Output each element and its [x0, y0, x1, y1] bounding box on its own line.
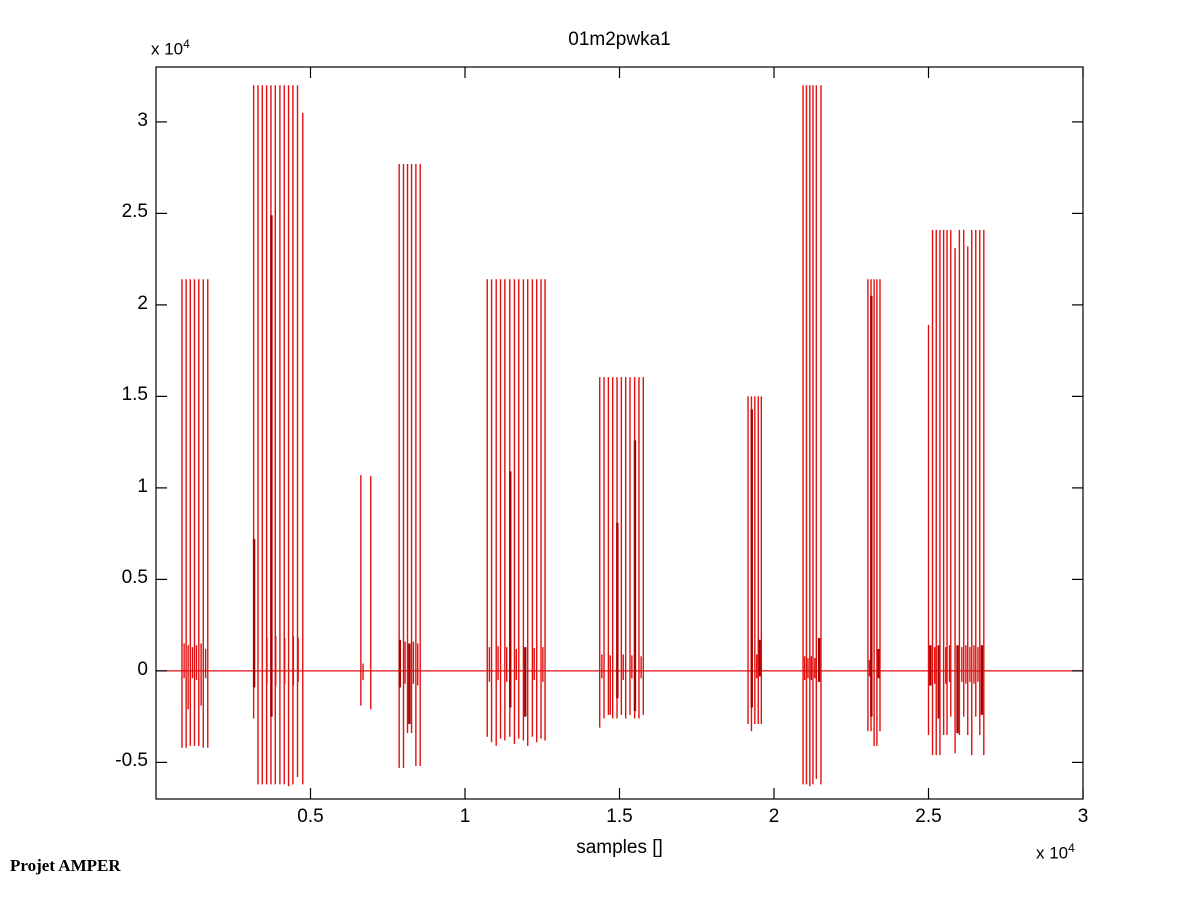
y-axis-scale-label: x 104: [151, 37, 190, 60]
y-tick-label: 2: [137, 293, 148, 315]
x-axis-scale-label: x 104: [1036, 841, 1075, 864]
y-tick-label: 1: [137, 476, 148, 498]
y-scale-prefix: x 10: [151, 39, 184, 59]
y-tick-label: 0: [137, 659, 148, 681]
x-axis-label: samples []: [576, 837, 663, 858]
y-tick-label: 0.5: [121, 567, 148, 589]
x-tick-label: 3: [1077, 806, 1089, 827]
plot-title: 01m2pwka1: [568, 29, 671, 50]
x-tick-label: 1: [459, 806, 471, 827]
x-scale-prefix: x 10: [1036, 843, 1069, 863]
y-tick-label: 3: [137, 110, 148, 132]
x-tick-label: 2.5: [915, 806, 942, 827]
project-caption: Projet AMPER: [10, 856, 121, 875]
y-tick-label: 1.5: [121, 384, 148, 406]
x-tick-label: 1.5: [606, 806, 633, 827]
y-tick-label: -0.5: [115, 750, 148, 772]
x-scale-exponent: 4: [1068, 841, 1075, 855]
y-scale-exponent: 4: [183, 37, 190, 51]
x-tick-label: 2: [768, 806, 780, 827]
y-tick-label: 2.5: [121, 201, 148, 223]
x-tick-label: 0.5: [297, 806, 324, 827]
